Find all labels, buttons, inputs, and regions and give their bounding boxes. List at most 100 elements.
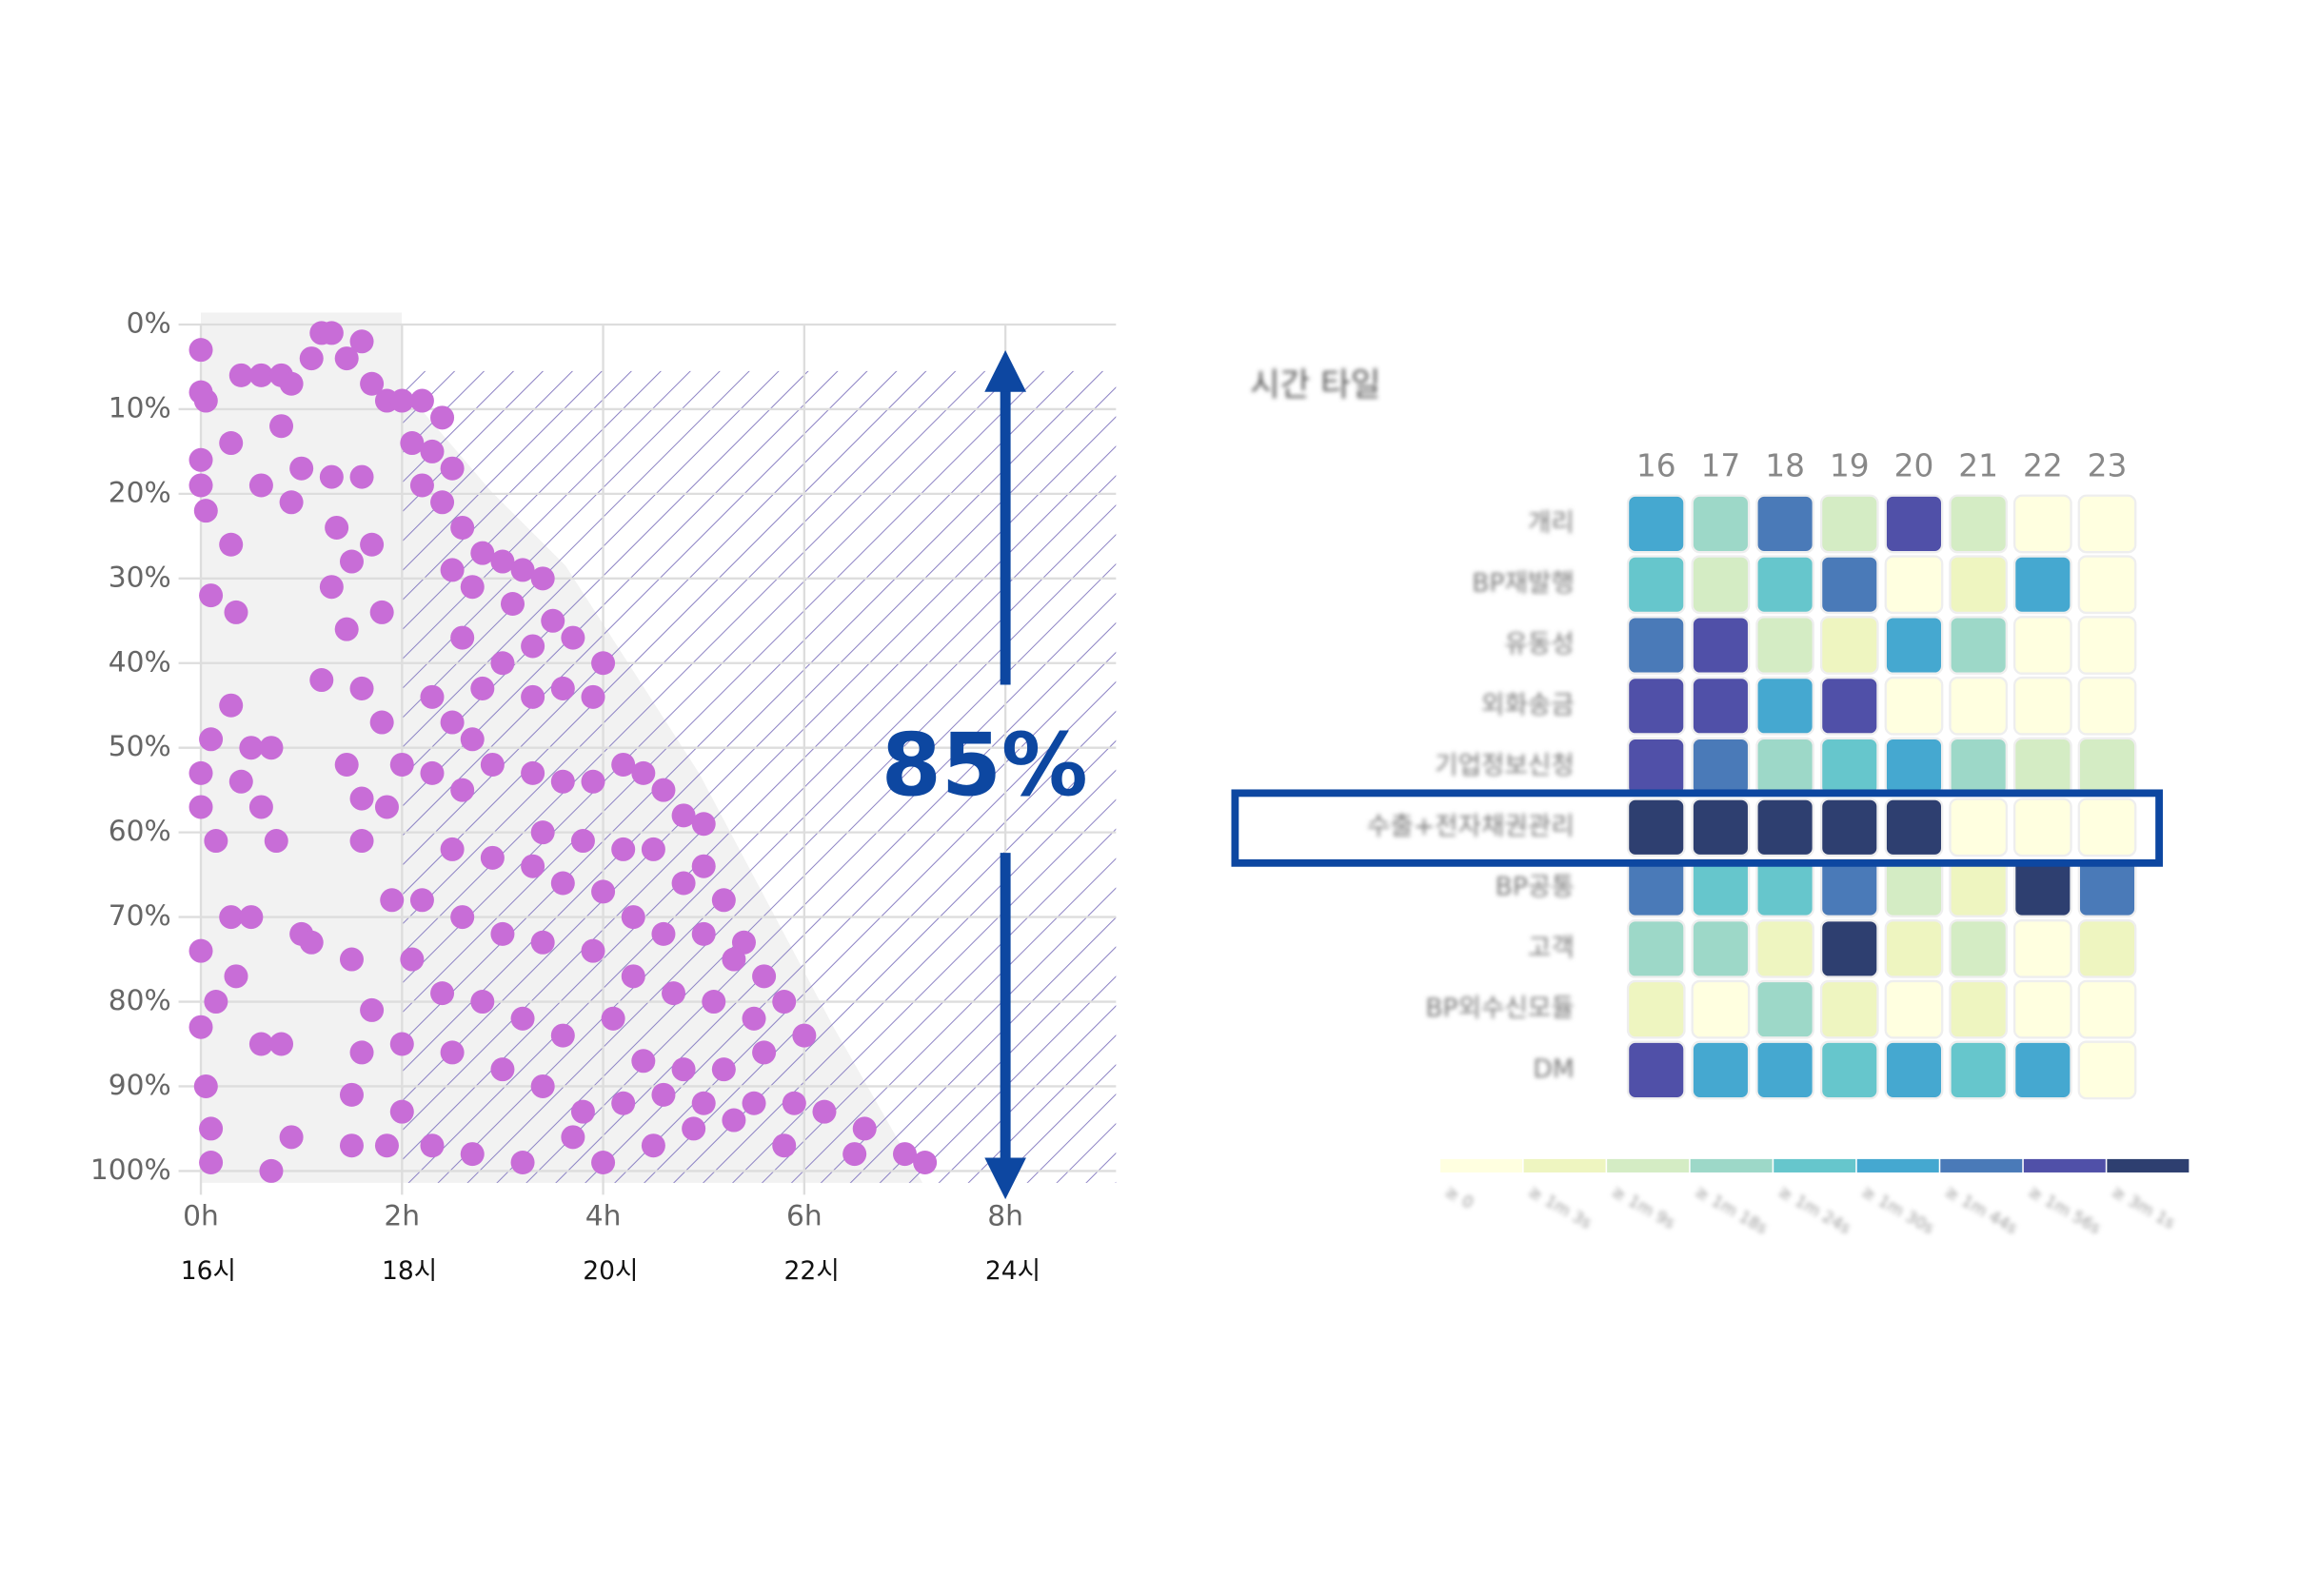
data-point xyxy=(651,921,676,946)
heatmap-cell xyxy=(1755,798,1814,857)
data-point xyxy=(742,1006,766,1031)
data-point xyxy=(299,346,324,371)
heatmap-cell xyxy=(2012,1040,2072,1100)
data-point xyxy=(409,388,434,413)
data-point xyxy=(289,456,314,481)
data-point xyxy=(530,930,555,955)
row-label: 개리 xyxy=(1528,508,1575,538)
heatmap-cell xyxy=(1884,979,1944,1039)
heatmap-cell xyxy=(1949,798,2009,857)
data-point xyxy=(339,1133,364,1158)
data-point xyxy=(349,464,374,489)
data-point xyxy=(248,473,273,498)
data-point xyxy=(772,1133,797,1158)
legend-label: ≥ 1m 9s xyxy=(1608,1182,1677,1233)
heatmap-cell xyxy=(1691,979,1751,1039)
data-point xyxy=(521,854,545,878)
data-point xyxy=(188,447,213,472)
heatmap-cell xyxy=(1626,1040,1686,1100)
row-label: DM xyxy=(1533,1054,1574,1084)
data-point xyxy=(188,760,213,785)
heatmap-cell xyxy=(1691,919,1751,978)
data-point xyxy=(611,1091,636,1115)
heatmap-cell xyxy=(1949,979,2009,1039)
heatmap-cell xyxy=(1819,919,1879,978)
data-point xyxy=(792,1023,817,1048)
heatmap-cell xyxy=(1691,494,1751,554)
data-point xyxy=(279,371,304,396)
column-label: 23 xyxy=(2088,448,2128,484)
heatmap-cell xyxy=(1819,979,1879,1039)
heatmap-cell xyxy=(1755,979,1814,1039)
heatmap-cell xyxy=(1884,919,1944,978)
data-point xyxy=(193,1074,218,1098)
data-point xyxy=(581,769,605,794)
heatmap-cell xyxy=(1884,858,1944,917)
data-point xyxy=(219,693,244,718)
heatmap-cell xyxy=(1884,1040,1944,1100)
data-point xyxy=(561,625,585,650)
heatmap-cell xyxy=(2077,858,2137,917)
data-point xyxy=(550,871,575,896)
data-point xyxy=(440,558,465,582)
y-tick-label: 60% xyxy=(109,815,171,848)
data-point xyxy=(450,905,475,930)
data-point xyxy=(852,1116,877,1141)
heatmap-cell xyxy=(1626,616,1686,675)
data-point xyxy=(570,1099,595,1124)
column-label: 19 xyxy=(1830,448,1870,484)
heatmap-cell xyxy=(1884,494,1944,554)
data-point xyxy=(239,736,264,760)
data-point xyxy=(420,1133,445,1158)
row-label: 외화송금 xyxy=(1481,690,1575,719)
legend-label: ≥ 1m 18s xyxy=(1692,1182,1771,1238)
legend-swatch xyxy=(1856,1158,1939,1172)
data-point xyxy=(530,820,555,845)
data-point xyxy=(204,829,228,854)
data-point xyxy=(248,795,273,819)
data-point xyxy=(188,473,213,498)
y-tick-label: 50% xyxy=(109,730,171,763)
data-point xyxy=(450,515,475,540)
data-point xyxy=(711,1057,736,1082)
data-point xyxy=(913,1151,938,1175)
data-point xyxy=(772,990,797,1015)
row-label: BP외수신모듈 xyxy=(1425,994,1574,1023)
heatmap-cell xyxy=(1691,737,1751,797)
y-tick-label: 10% xyxy=(109,391,171,424)
data-point xyxy=(319,464,344,489)
legend-swatch xyxy=(1690,1158,1773,1172)
heatmap-cell xyxy=(1691,798,1751,857)
data-point xyxy=(722,947,746,972)
data-point xyxy=(188,938,213,963)
data-point xyxy=(541,608,565,633)
x-tick-label: 4h xyxy=(585,1199,622,1232)
heatmap-cell xyxy=(2012,798,2072,857)
heatmap-cell xyxy=(1755,858,1814,917)
data-point xyxy=(440,710,465,735)
heatmap-cell xyxy=(2077,555,2137,615)
heatmap-cell xyxy=(2077,737,2137,797)
data-point xyxy=(530,1074,555,1098)
data-point xyxy=(611,752,636,777)
data-point xyxy=(521,634,545,659)
heatmap-cell xyxy=(1884,555,1944,615)
heatmap-cell xyxy=(1949,676,2009,736)
data-point xyxy=(570,829,595,854)
heatmap-cell xyxy=(2077,979,2137,1039)
data-point xyxy=(892,1142,917,1167)
data-point xyxy=(269,414,294,439)
row-label: 고객 xyxy=(1528,933,1575,962)
data-point xyxy=(389,388,414,413)
data-point xyxy=(349,676,374,700)
data-point xyxy=(228,769,253,794)
row-label: 유동성 xyxy=(1504,630,1574,660)
heatmap-cell xyxy=(1819,555,1879,615)
heatmap-cell xyxy=(1949,494,2009,554)
heatmap-cell xyxy=(1626,798,1686,857)
data-point xyxy=(349,786,374,811)
data-point xyxy=(550,769,575,794)
data-point xyxy=(460,1142,485,1167)
legend-label: ≥ 1m 44s xyxy=(1942,1182,2021,1238)
